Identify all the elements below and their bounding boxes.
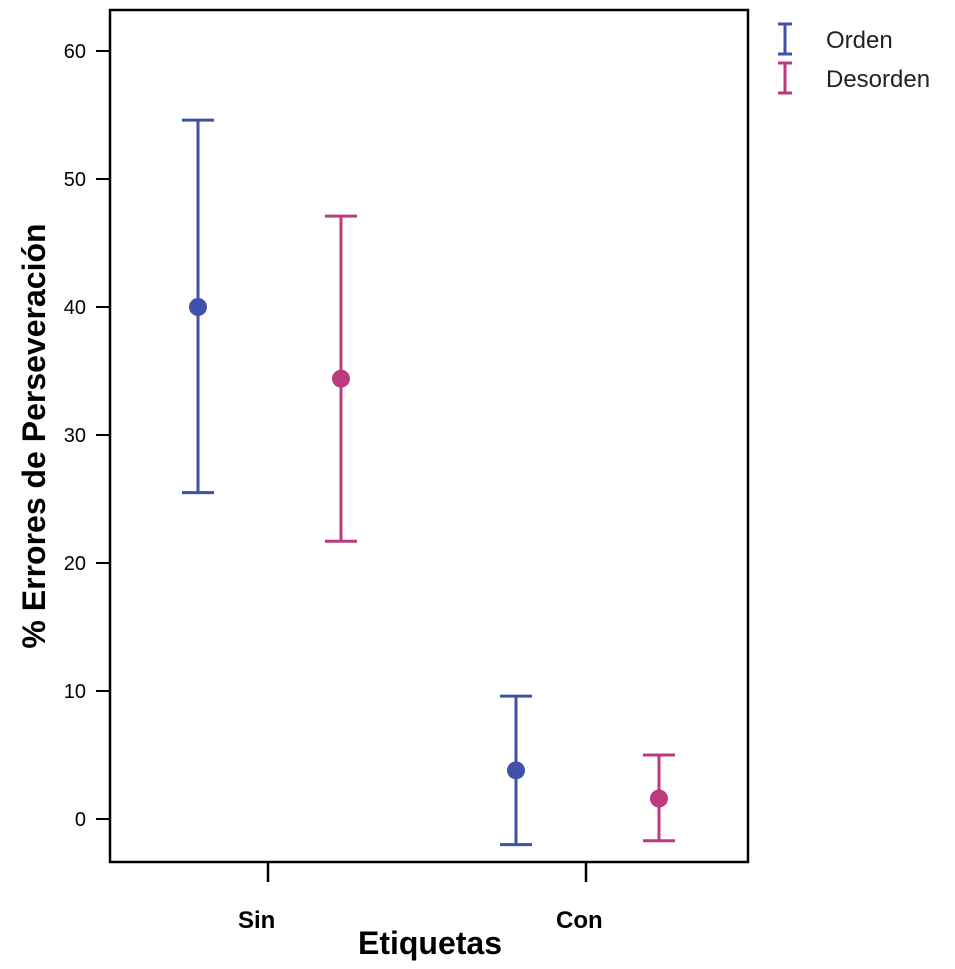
y-axis: 0 10 20 30 40 50 60: [64, 41, 110, 831]
legend-label: Orden: [826, 27, 893, 54]
x-axis: Sin Con: [238, 862, 603, 934]
error-bars: [182, 118, 675, 847]
y-tick-label: 30: [64, 425, 86, 447]
y-tick-label: 0: [75, 809, 86, 831]
plot-frame: [108, 8, 750, 864]
y-tick-label: 10: [64, 681, 86, 703]
y-tick-label: 50: [64, 169, 86, 191]
x-axis-title: Etiquetas: [358, 925, 502, 961]
y-tick-label: 20: [64, 553, 86, 575]
x-tick-label: Sin: [238, 907, 275, 934]
y-tick-label: 40: [64, 297, 86, 319]
y-tick-label: 60: [64, 41, 86, 63]
x-tick-label: Con: [556, 907, 603, 934]
legend-label: Desorden: [826, 66, 930, 93]
mean-point: [507, 761, 525, 780]
mean-point: [332, 369, 350, 388]
mean-point: [189, 298, 207, 316]
y-axis-title: % Errores de Perseveración: [16, 223, 52, 648]
legend: Orden Desorden: [778, 22, 930, 95]
mean-point: [650, 789, 668, 808]
